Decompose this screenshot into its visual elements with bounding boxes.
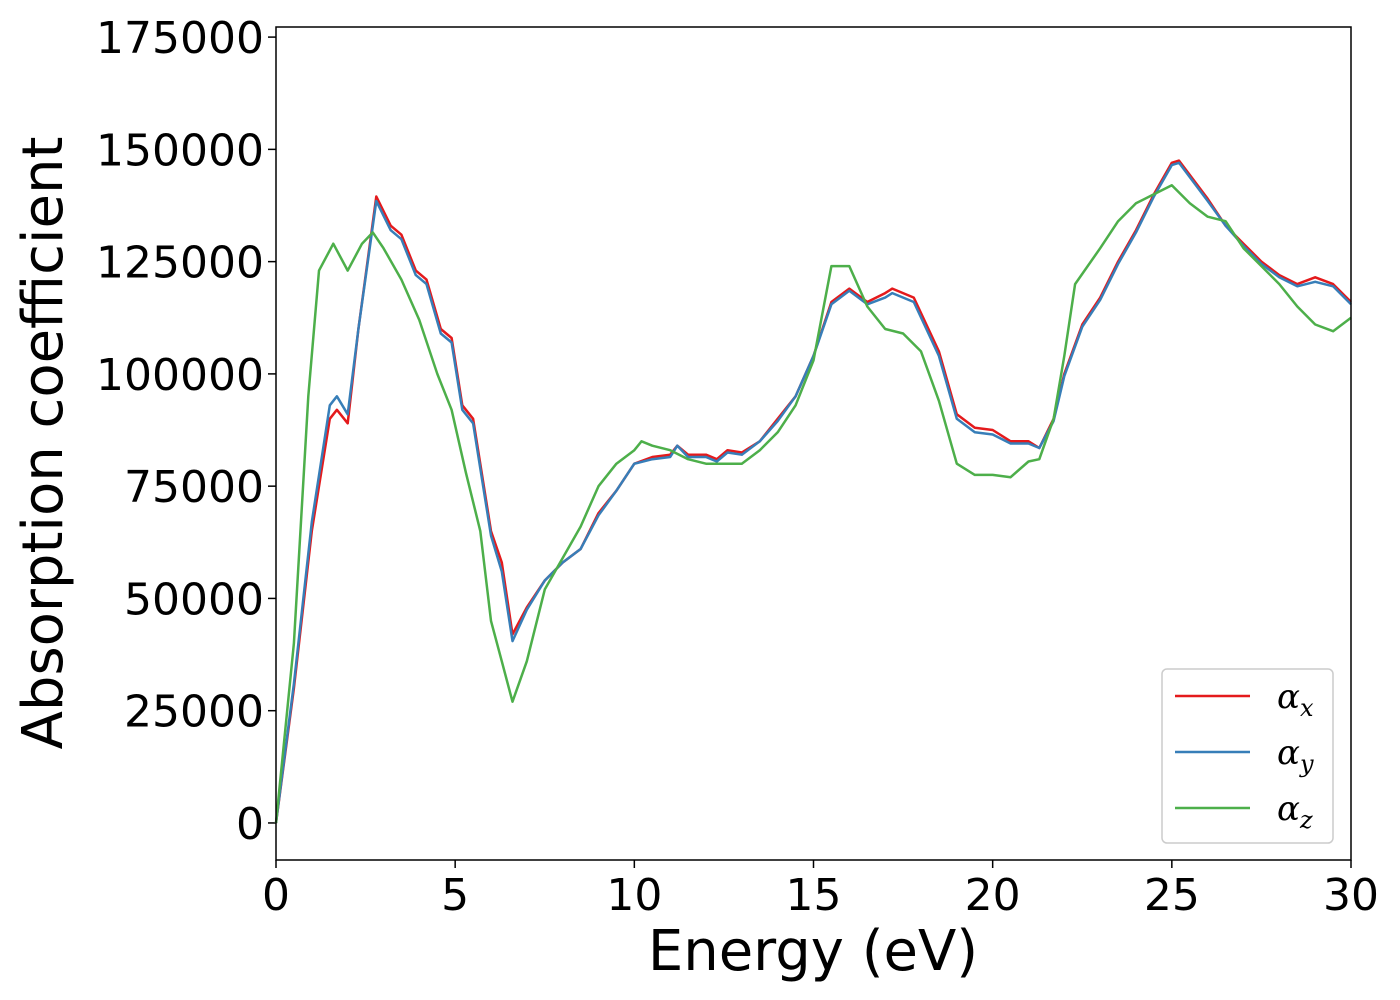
x-tick-label: 15	[786, 870, 842, 921]
plot-frame	[275, 26, 1352, 861]
legend-label: αx	[1277, 677, 1314, 722]
y-tick-label: 175000	[96, 13, 264, 64]
x-axis-label: Energy (eV)	[648, 919, 978, 984]
x-tick-label: 30	[1323, 870, 1379, 921]
y-tick-label: 150000	[96, 125, 264, 176]
legend-label: αz	[1277, 789, 1313, 834]
y-tick-label: 75000	[124, 462, 264, 513]
series-line	[274, 161, 1352, 824]
legend-label: αy	[1277, 733, 1314, 778]
y-tick-label: 0	[236, 799, 264, 850]
series-line	[274, 184, 1352, 824]
y-axis-label: Absorption coefficient	[11, 137, 76, 750]
y-tick-label: 50000	[124, 574, 264, 625]
x-tick-label: 20	[965, 870, 1021, 921]
x-tick-label: 25	[1144, 870, 1200, 921]
x-tick-label: 5	[441, 870, 469, 921]
legend-box	[1161, 668, 1334, 844]
y-tick-label: 25000	[124, 687, 264, 738]
x-tick-label: 0	[262, 870, 290, 921]
y-tick-label: 100000	[96, 350, 264, 401]
x-tick-label: 10	[606, 870, 662, 921]
y-tick-label: 125000	[96, 238, 264, 289]
